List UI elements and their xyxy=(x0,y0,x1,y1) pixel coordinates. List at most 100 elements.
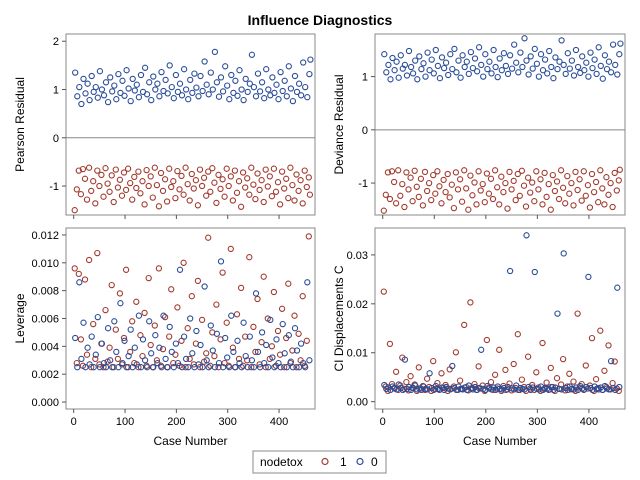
marker-nodetox-0 xyxy=(252,290,260,297)
marker-nodetox-0 xyxy=(449,362,456,370)
marker-nodetox-1 xyxy=(547,364,554,372)
marker-nodetox-1 xyxy=(588,334,596,342)
marker-nodetox-1 xyxy=(403,169,410,176)
marker-nodetox-0 xyxy=(115,364,122,371)
marker-nodetox-1 xyxy=(77,191,85,198)
marker-nodetox-1 xyxy=(432,190,439,197)
marker-nodetox-0 xyxy=(558,37,565,44)
marker-nodetox-0 xyxy=(222,63,229,70)
marker-nodetox-0 xyxy=(521,35,528,42)
marker-nodetox-0 xyxy=(256,88,264,95)
marker-nodetox-0 xyxy=(252,93,260,100)
marker-nodetox-0 xyxy=(570,72,578,79)
marker-nodetox-0 xyxy=(461,63,468,71)
marker-nodetox-0 xyxy=(564,50,571,57)
marker-nodetox-0 xyxy=(539,67,547,74)
marker-nodetox-0 xyxy=(465,70,472,78)
marker-nodetox-0 xyxy=(201,283,208,290)
marker-nodetox-0 xyxy=(475,44,483,51)
marker-nodetox-1 xyxy=(163,198,171,205)
marker-nodetox-0 xyxy=(265,364,272,371)
marker-nodetox-1 xyxy=(541,169,548,177)
marker-nodetox-0 xyxy=(550,75,557,82)
marker-nodetox-1 xyxy=(145,182,152,190)
marker-nodetox-1 xyxy=(452,169,460,176)
marker-nodetox-1 xyxy=(430,357,437,365)
marker-nodetox-0 xyxy=(209,86,216,93)
marker-nodetox-0 xyxy=(432,46,439,54)
panel-leverage: 0.000 0.002 0.004 0.006 0.008 0.010 0.012 0 100 2… xyxy=(13,227,316,448)
marker-nodetox-1 xyxy=(278,305,286,312)
marker-nodetox-0 xyxy=(381,51,388,58)
marker-nodetox-0 xyxy=(263,341,270,349)
marker-nodetox-1 xyxy=(601,367,608,374)
marker-nodetox-1 xyxy=(533,168,540,175)
plot-frame xyxy=(374,33,626,216)
marker-nodetox-1 xyxy=(112,166,119,173)
marker-nodetox-0 xyxy=(496,55,503,62)
y-tick-label: 0.006 xyxy=(31,314,59,326)
marker-nodetox-1 xyxy=(392,368,400,375)
marker-nodetox-0 xyxy=(508,65,516,72)
marker-nodetox-1 xyxy=(194,202,202,209)
marker-nodetox-1 xyxy=(90,178,97,185)
marker-nodetox-0 xyxy=(537,51,545,58)
marker-nodetox-0 xyxy=(616,383,623,391)
marker-nodetox-1 xyxy=(258,339,265,346)
marker-nodetox-1 xyxy=(153,357,161,364)
marker-nodetox-1 xyxy=(306,191,314,198)
marker-nodetox-0 xyxy=(180,333,188,340)
marker-nodetox-0 xyxy=(519,63,526,71)
marker-nodetox-1 xyxy=(198,316,206,324)
marker-nodetox-0 xyxy=(78,100,85,108)
marker-nodetox-1 xyxy=(615,387,622,395)
marker-nodetox-0 xyxy=(96,68,104,75)
marker-nodetox-1 xyxy=(615,177,622,184)
marker-nodetox-1 xyxy=(287,164,294,171)
marker-nodetox-1 xyxy=(266,173,273,180)
marker-nodetox-1 xyxy=(498,173,505,180)
marker-nodetox-0 xyxy=(148,350,155,357)
marker-nodetox-1 xyxy=(161,176,169,183)
marker-nodetox-0 xyxy=(164,90,171,97)
marker-nodetox-1 xyxy=(211,179,218,186)
marker-nodetox-0 xyxy=(74,93,81,100)
marker-nodetox-1 xyxy=(262,166,269,173)
marker-nodetox-0 xyxy=(607,357,615,365)
marker-nodetox-1 xyxy=(270,288,278,296)
marker-nodetox-0 xyxy=(137,364,145,371)
y-tick-label: 1 xyxy=(362,72,368,84)
marker-nodetox-1 xyxy=(133,184,140,192)
marker-nodetox-1 xyxy=(149,194,156,201)
marker-nodetox-1 xyxy=(182,364,189,371)
marker-nodetox-1 xyxy=(118,192,126,199)
marker-nodetox-0 xyxy=(98,86,106,93)
marker-nodetox-1 xyxy=(409,198,416,205)
marker-nodetox-0 xyxy=(295,364,303,371)
marker-nodetox-1 xyxy=(102,165,109,172)
marker-nodetox-1 xyxy=(182,164,189,171)
marker-nodetox-0 xyxy=(238,86,245,93)
marker-nodetox-1 xyxy=(196,166,204,173)
marker-nodetox-0 xyxy=(544,70,551,77)
marker-nodetox-0 xyxy=(104,98,112,106)
marker-nodetox-1 xyxy=(116,290,124,297)
marker-nodetox-0 xyxy=(197,72,204,80)
marker-nodetox-0 xyxy=(511,41,518,48)
marker-nodetox-0 xyxy=(258,329,266,336)
marker-nodetox-1 xyxy=(392,200,400,207)
marker-nodetox-1 xyxy=(487,378,495,386)
marker-nodetox-0 xyxy=(137,71,145,79)
marker-nodetox-0 xyxy=(434,62,442,70)
marker-nodetox-0 xyxy=(389,54,396,62)
marker-nodetox-0 xyxy=(176,80,184,87)
marker-nodetox-0 xyxy=(139,336,147,343)
marker-nodetox-1 xyxy=(133,298,140,305)
marker-nodetox-1 xyxy=(94,249,101,257)
marker-nodetox-1 xyxy=(188,170,195,178)
marker-nodetox-1 xyxy=(235,178,243,185)
marker-nodetox-0 xyxy=(197,341,204,349)
marker-nodetox-0 xyxy=(131,344,138,351)
marker-nodetox-1 xyxy=(268,193,276,200)
marker-nodetox-0 xyxy=(302,364,309,371)
